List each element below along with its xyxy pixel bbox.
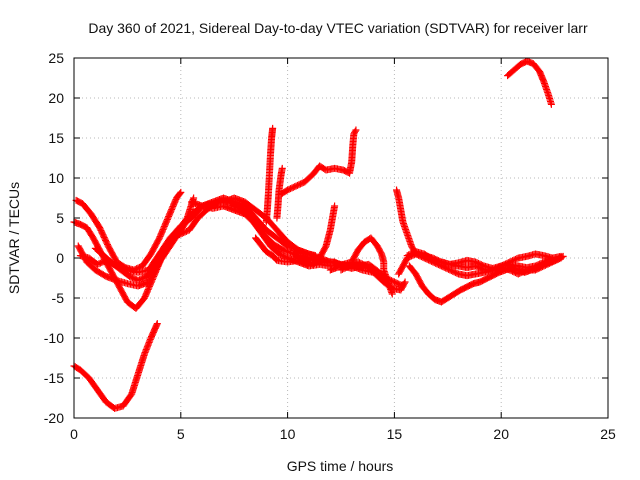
x-tick-label: 20 xyxy=(493,426,509,442)
series-arc-14 xyxy=(337,258,409,294)
x-axis-label: GPS time / hours xyxy=(287,458,394,474)
plot-points xyxy=(70,57,567,412)
series-arc-3 xyxy=(70,320,161,412)
y-tick-label: 15 xyxy=(48,130,64,146)
x-tick-labels: 0 5 10 15 20 25 xyxy=(70,426,616,442)
plot-frame xyxy=(73,57,609,419)
series-arc-12 xyxy=(290,202,339,268)
data-point xyxy=(177,188,185,196)
data-point xyxy=(547,100,555,108)
data-point xyxy=(351,127,359,135)
data-point xyxy=(400,279,408,287)
y-tick-label: -20 xyxy=(44,410,64,426)
grid xyxy=(74,58,608,418)
y-tick-labels: 25 20 15 10 5 0 -5 -10 -15 -20 xyxy=(44,50,64,426)
data-point xyxy=(558,253,566,261)
series-arc-11 xyxy=(277,126,360,198)
y-tick-label: 25 xyxy=(48,50,64,66)
series-arc-13 xyxy=(326,234,396,298)
y-tick-label: -5 xyxy=(52,290,65,306)
series-arc-10 xyxy=(273,164,286,222)
series-arc-17 xyxy=(403,248,556,272)
series-arc-18 xyxy=(405,252,567,306)
y-tick-label: 0 xyxy=(56,250,64,266)
x-tick-label: 5 xyxy=(177,426,185,442)
data-point xyxy=(331,202,339,210)
y-axis-label: SDTVAR / TECUs xyxy=(6,182,22,294)
y-tick-label: 5 xyxy=(56,210,64,226)
series-arc-7 xyxy=(187,198,334,270)
series-arc-9 xyxy=(262,124,277,226)
data-point xyxy=(278,164,286,172)
chart-title: Day 360 of 2021, Sidereal Day-to-day VTE… xyxy=(88,20,588,36)
data-point xyxy=(176,190,184,198)
x-tick-label: 15 xyxy=(387,426,403,442)
data-point xyxy=(401,278,409,286)
x-tick-label: 25 xyxy=(600,426,616,442)
y-tick-label: 10 xyxy=(48,170,64,186)
y-tick-label: 20 xyxy=(48,90,64,106)
data-point xyxy=(352,126,360,134)
axis-ticks xyxy=(73,57,609,419)
x-tick-label: 10 xyxy=(280,426,296,442)
data-point xyxy=(153,320,161,328)
y-tick-label: -15 xyxy=(44,370,64,386)
series-arc-19 xyxy=(504,57,555,108)
x-tick-label: 0 xyxy=(70,426,78,442)
data-point xyxy=(559,252,567,260)
data-point xyxy=(269,124,277,132)
y-tick-label: -10 xyxy=(44,330,64,346)
